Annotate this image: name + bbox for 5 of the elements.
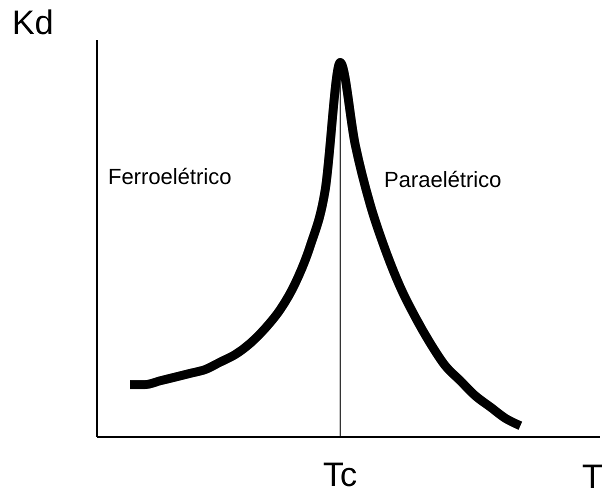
- y-axis-title: Kd: [12, 4, 54, 43]
- annotation: Ferroelétrico: [108, 164, 232, 190]
- annotation: Paraelétrico: [384, 167, 502, 193]
- x-axis-title: T: [582, 458, 603, 497]
- text: Tc: [323, 456, 357, 495]
